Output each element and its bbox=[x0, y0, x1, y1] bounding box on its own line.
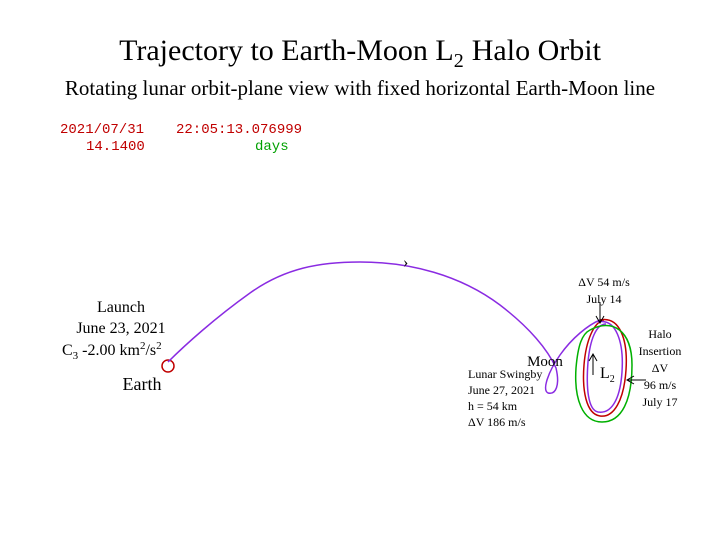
launch-label: Launch bbox=[97, 299, 145, 316]
insertion-date: July 17 bbox=[642, 395, 677, 409]
c3-symbol: C bbox=[62, 342, 73, 359]
clock-time: 22:05:13.076999 bbox=[176, 122, 302, 138]
halo-orbit-purple bbox=[586, 320, 624, 413]
title-text: Halo Orbit bbox=[472, 34, 602, 67]
title-text: Trajectory to Earth-Moon L bbox=[119, 34, 454, 67]
l2-subscript: 2 bbox=[610, 374, 615, 385]
correction-date: July 14 bbox=[586, 292, 621, 306]
l2-label: L2 bbox=[600, 365, 615, 385]
l2-arrow-head bbox=[588, 352, 598, 362]
correction-dv: ΔV 54 m/s bbox=[578, 275, 630, 289]
insertion-label: Insertion bbox=[639, 344, 682, 358]
swingby-label: Lunar Swingby bbox=[468, 367, 542, 381]
insertion-dv: ΔV bbox=[652, 361, 669, 375]
earth-label: Earth bbox=[123, 374, 162, 394]
clock-date: 2021/07/31 bbox=[60, 122, 144, 138]
correction-arrow-head bbox=[595, 315, 605, 325]
c3-superscript: 2 bbox=[156, 340, 162, 352]
title-subscript: 2 bbox=[454, 50, 464, 72]
l2-text: L bbox=[600, 365, 610, 382]
clock-unit: days bbox=[255, 139, 289, 155]
title: Trajectory to Earth-Moon L2 Halo Orbit bbox=[119, 34, 601, 72]
moon-label: Moon bbox=[527, 354, 563, 370]
direction-arrow: › bbox=[403, 254, 408, 271]
swingby-altitude: h = 54 km bbox=[468, 399, 518, 413]
clock-elapsed: 14.1400 bbox=[86, 139, 145, 155]
insertion-label: Halo bbox=[648, 327, 671, 341]
launch-date: June 23, 2021 bbox=[76, 320, 165, 337]
c3-unit: /s bbox=[145, 342, 156, 359]
insertion-arrow-head bbox=[625, 375, 635, 385]
swingby-date: June 27, 2021 bbox=[468, 383, 535, 397]
transfer-trajectory bbox=[167, 261, 601, 394]
c3-superscript: 2 bbox=[140, 340, 146, 352]
swingby-dv: ΔV 186 m/s bbox=[468, 415, 526, 429]
launch-c3: C3 -2.00 km2/s2 bbox=[62, 340, 162, 362]
subtitle: Rotating lunar orbit-plane view with fix… bbox=[65, 76, 655, 100]
insertion-dv-value: 96 m/s bbox=[644, 378, 677, 392]
c3-subscript: 3 bbox=[73, 350, 79, 362]
earth-marker bbox=[161, 359, 175, 373]
halo-orbit-green bbox=[574, 324, 633, 423]
halo-orbit-red bbox=[582, 318, 628, 417]
c3-value: -2.00 km bbox=[82, 342, 140, 359]
